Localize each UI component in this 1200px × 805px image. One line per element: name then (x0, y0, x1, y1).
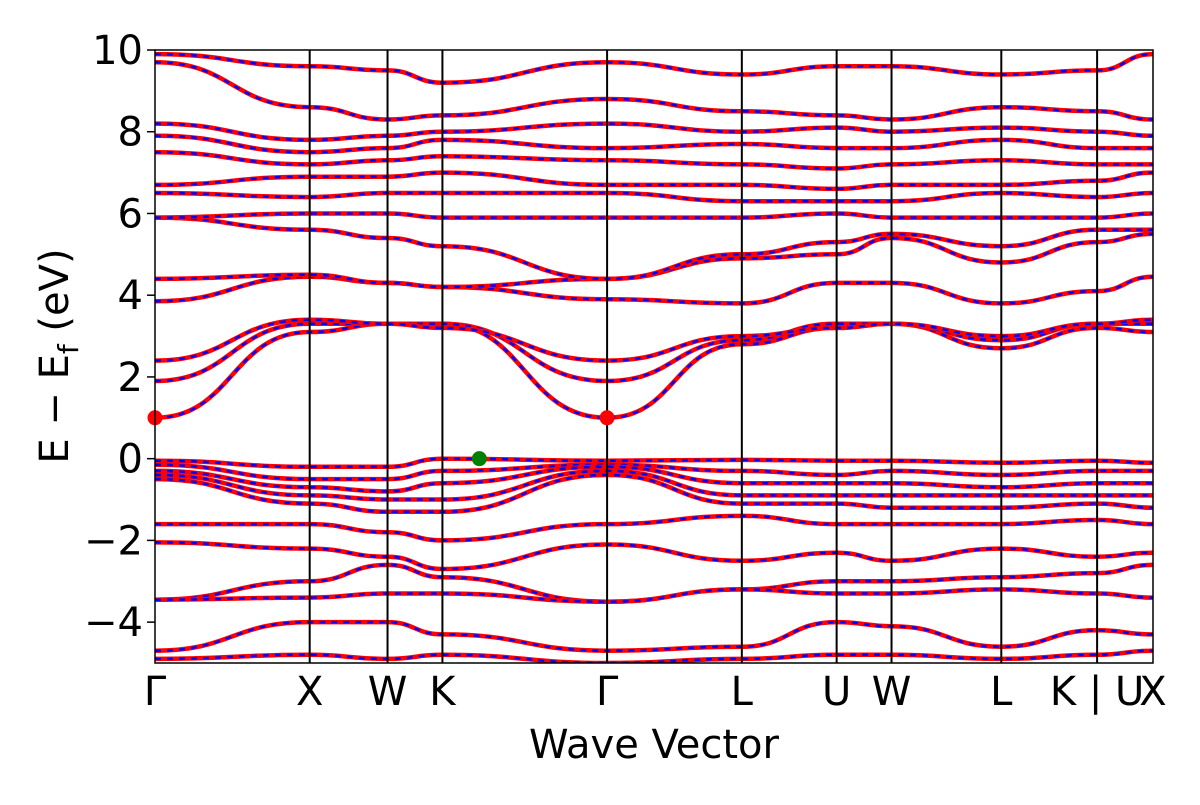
y-tick-label: 0 (118, 437, 143, 483)
band-line-23 (155, 60, 1153, 122)
x-tick-label: U (822, 669, 851, 715)
band-line-dash-9 (155, 620, 1153, 652)
band-line-dash-0 (155, 457, 1153, 469)
x-tick-label: K (429, 669, 457, 715)
band-line-dash-5 (155, 514, 1153, 542)
band-line-dash-16 (155, 216, 1153, 281)
band-line-dash-8 (155, 588, 1153, 603)
band-line-9 (155, 619, 1153, 653)
band-line-dash-13 (155, 318, 1153, 362)
band-line-8 (155, 587, 1153, 604)
band-line-dash-17 (155, 212, 1153, 219)
x-tick-label: X (1139, 669, 1166, 715)
band-line-dash-15 (155, 232, 1153, 289)
band-edge-markers (147, 410, 615, 467)
band-line-dash-1 (155, 463, 1153, 481)
band-line-22 (155, 121, 1153, 143)
x-tick-label: W (368, 669, 408, 715)
x-tick-label: Γ (596, 669, 619, 715)
y-axis-ticks: −4 −2 0 2 4 6 8 10 (84, 28, 155, 646)
band-line-dash-23 (155, 61, 1153, 121)
band-line-24 (155, 51, 1153, 85)
band-line-dash-19 (155, 171, 1153, 191)
band-line-6 (155, 540, 1153, 572)
y-axis-label: E − Ef (eV) (32, 248, 85, 463)
y-tick-label: −2 (84, 518, 143, 564)
x-tick-label: L (990, 669, 1013, 715)
plot-frame (154, 49, 1154, 664)
band-edge-marker-vbm (471, 451, 487, 467)
y-tick-label: −4 (84, 600, 143, 646)
x-tick-label: W (872, 669, 912, 715)
band-line-16 (155, 215, 1153, 282)
band-line-dash-20 (155, 150, 1153, 170)
band-edge-marker-cbm (599, 410, 615, 426)
band-line-12 (155, 321, 1153, 384)
x-axis-label: Wave Vector (529, 722, 780, 768)
bands-layer (155, 51, 1153, 663)
y-tick-label: 6 (118, 191, 143, 237)
x-tick-label: Γ (144, 669, 167, 715)
y-tick-label: 8 (118, 110, 143, 156)
y-tick-label: 2 (118, 355, 143, 401)
band-line-20 (155, 149, 1153, 171)
x-tick-label: K | U (1050, 669, 1144, 715)
band-line-dash-18 (155, 191, 1153, 203)
band-line-dash-6 (155, 541, 1153, 571)
kpoint-lines (308, 50, 1099, 663)
x-tick-label: X (296, 669, 323, 715)
y-tick-label: 4 (118, 273, 143, 319)
band-line-21 (155, 133, 1153, 155)
band-line-14 (155, 274, 1153, 306)
band-line-5 (155, 513, 1153, 543)
band-line-19 (155, 170, 1153, 192)
y-tick-label: 10 (92, 28, 143, 74)
x-tick-label: L (731, 669, 754, 715)
band-line-dash-24 (155, 52, 1153, 84)
band-line-10 (155, 648, 1153, 663)
